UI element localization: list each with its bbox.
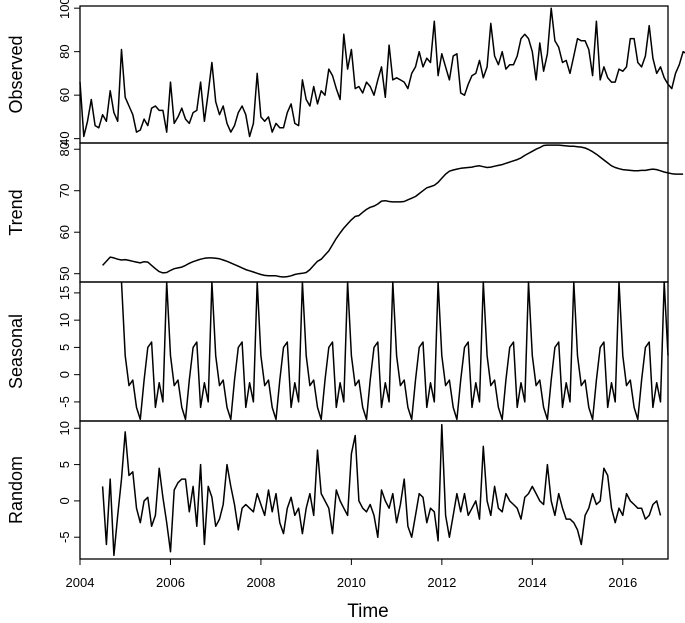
y-tick-label-seasonal: 10: [57, 313, 72, 327]
panel-frame-trend: [79, 142, 669, 283]
y-tick-label-observed: 80: [57, 44, 72, 58]
panel-trend: 50 60 70 80 Trend: [6, 142, 684, 283]
y-tick-label-seasonal: 5: [57, 344, 72, 351]
series-line-random: [101, 423, 662, 557]
x-tick-label: 2012: [427, 575, 456, 590]
y-tick-label-random: 5: [57, 461, 72, 468]
y-tick-label-seasonal: -5: [57, 396, 72, 408]
chart-panels: 406080100Observed50607080Trend-5051015Se…: [6, 0, 685, 560]
y-tick-label-random: 0: [57, 497, 72, 504]
y-tick-label-trend: 70: [57, 183, 72, 197]
panel-label-observed: Observed: [6, 35, 26, 113]
y-tick-label-random: -5: [57, 531, 72, 543]
y-tick-label-trend: 80: [57, 142, 72, 156]
panel-random: -5 0 5 10 Random: [6, 420, 669, 560]
x-tick-label: 2006: [156, 575, 185, 590]
y-tick-label-observed: 60: [57, 88, 72, 102]
x-axis: 2004 2006 2008 2010 2012 2014 2016: [66, 559, 637, 590]
panel-seasonal: -5 0 5 10 15 Seasonal: [6, 281, 669, 422]
panel-label-trend: Trend: [6, 189, 26, 235]
panel-observed: 40 60 80 100 Observed: [6, 0, 685, 146]
y-tick-label-trend: 60: [57, 225, 72, 239]
panel-label-random: Random: [6, 456, 26, 524]
panel-frame-observed: [79, 5, 669, 144]
x-tick-label: 2010: [337, 575, 366, 590]
y-tick-label-observed: 40: [57, 131, 72, 145]
y-tick-label-seasonal: 15: [57, 286, 72, 300]
series-line-trend: [102, 144, 684, 278]
series-line-observed: [79, 7, 685, 138]
series-line-seasonal: [120, 281, 669, 421]
y-tick-label-seasonal: 0: [57, 371, 72, 378]
panel-frame-random: [79, 420, 669, 560]
x-axis-title: Time: [347, 601, 389, 622]
panel-label-seasonal: Seasonal: [6, 314, 26, 389]
y-tick-label-observed: 100: [57, 0, 72, 19]
x-tick-label: 2016: [608, 575, 637, 590]
x-tick-label: 2014: [518, 575, 547, 590]
x-tick-label: 2004: [66, 575, 95, 590]
x-tick-label: 2008: [246, 575, 275, 590]
y-tick-label-random: 10: [57, 421, 72, 435]
y-tick-label-trend: 50: [57, 266, 72, 280]
